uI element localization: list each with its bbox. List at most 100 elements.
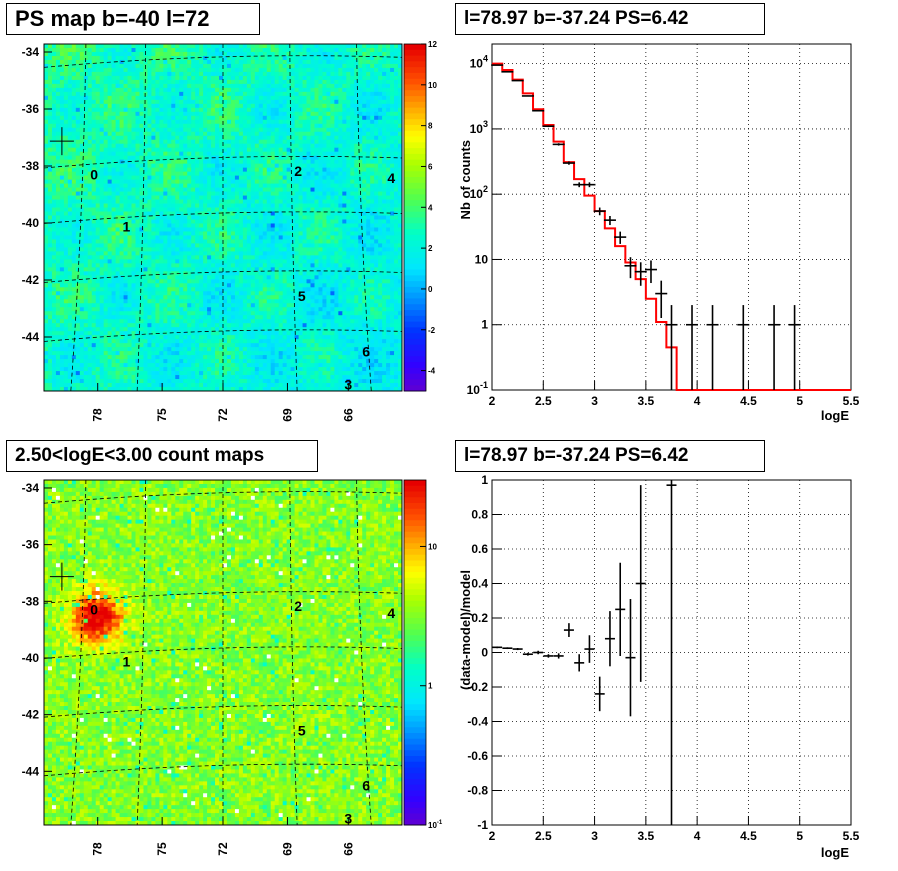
heatmap-cell	[394, 167, 399, 173]
heatmap-cell	[266, 75, 272, 81]
heatmap-cell	[143, 247, 148, 252]
heatmap-cell	[270, 187, 276, 192]
heatmap-cell	[294, 51, 299, 57]
heatmap-cell	[83, 139, 89, 145]
heatmap-cell	[215, 79, 220, 85]
heatmap-cell	[167, 44, 172, 49]
heatmap-cell	[326, 115, 331, 121]
heatmap-cell	[55, 111, 61, 117]
heatmap-cell	[139, 163, 144, 169]
heatmap-cell	[398, 139, 403, 145]
heatmap-cell	[318, 139, 323, 145]
heatmap-cell	[91, 79, 97, 85]
heatmap-cell	[226, 67, 232, 73]
heatmap-cell	[286, 123, 292, 129]
heatmap-cell	[47, 171, 53, 177]
heatmap-cell	[330, 239, 335, 244]
heatmap-cell	[67, 151, 73, 157]
heatmap-cell	[119, 227, 124, 232]
heatmap-cell	[63, 239, 69, 244]
heatmap-cell	[167, 75, 172, 81]
heatmap-cell	[274, 131, 280, 137]
heatmap-cell	[67, 199, 73, 204]
heatmap-cell	[151, 227, 156, 232]
heatmap-cell	[230, 251, 236, 256]
heatmap-cell	[219, 211, 224, 216]
heatmap-cell	[143, 127, 148, 133]
heatmap-cell	[75, 135, 81, 141]
heatmap-cell	[99, 247, 105, 252]
heatmap-cell	[386, 131, 391, 137]
heatmap-cell	[115, 255, 120, 260]
heatmap-cell	[199, 191, 204, 196]
heatmap-cell	[362, 247, 367, 252]
heatmap-cell	[346, 159, 351, 165]
heatmap-cell	[135, 187, 140, 192]
heatmap-cell	[91, 235, 97, 240]
heatmap-cell	[258, 171, 264, 177]
heatmap-cell	[207, 91, 212, 97]
heatmap-cell	[55, 191, 61, 196]
heatmap-cell	[230, 155, 236, 161]
heatmap-cell	[44, 151, 49, 157]
heatmap-cell	[167, 199, 172, 204]
heatmap-cell	[250, 83, 256, 89]
heatmap-cell	[234, 259, 240, 264]
heatmap-cell	[354, 131, 359, 137]
heatmap-cell	[63, 47, 69, 53]
heatmap-cell	[79, 203, 85, 208]
heatmap-cell	[242, 203, 248, 208]
heatmap-cell	[75, 51, 81, 57]
heatmap-cell	[234, 147, 240, 153]
heatmap-cell	[131, 83, 136, 89]
heatmap-cell	[211, 99, 216, 105]
heatmap-cell	[91, 239, 97, 244]
heatmap-cell	[314, 55, 319, 61]
heatmap-cell	[71, 75, 77, 81]
heatmap-cell	[266, 131, 272, 137]
heatmap-cell	[207, 139, 212, 145]
heatmap-cell	[266, 71, 272, 77]
heatmap-cell	[310, 131, 315, 137]
heatmap-cell	[155, 55, 160, 61]
heatmap-cell	[326, 95, 331, 101]
heatmap-cell	[378, 243, 383, 248]
heatmap-cell	[250, 131, 256, 137]
heatmap-cell	[183, 179, 188, 184]
heatmap-cell	[274, 111, 280, 117]
heatmap-cell	[63, 255, 69, 260]
heatmap-cell	[342, 127, 347, 133]
heatmap-cell	[278, 191, 284, 196]
heatmap-cell	[199, 47, 204, 53]
heatmap-cell	[378, 111, 383, 117]
heatmap-cell	[386, 179, 391, 184]
heatmap-cell	[75, 107, 81, 113]
heatmap-cell	[167, 179, 172, 184]
heatmap-cell	[286, 219, 292, 224]
heatmap-cell	[175, 207, 180, 212]
heatmap-cell	[326, 155, 331, 161]
heatmap-cell	[242, 139, 248, 145]
heatmap-cell	[127, 107, 132, 113]
heatmap-cell	[234, 247, 240, 252]
heatmap-cell	[346, 55, 351, 61]
heatmap-cell	[266, 79, 272, 85]
heatmap-cell	[71, 191, 77, 196]
heatmap-cell	[362, 79, 367, 85]
heatmap-cell	[67, 55, 73, 61]
heatmap-cell	[147, 215, 152, 220]
heatmap-cell	[71, 187, 77, 192]
heatmap-cell	[175, 247, 180, 252]
heatmap-cell	[270, 147, 276, 153]
heatmap-cell	[294, 127, 299, 133]
heatmap-cell	[207, 151, 212, 157]
heatmap-cell	[390, 115, 395, 121]
heatmap-cell	[91, 203, 97, 208]
heatmap-cell	[262, 95, 268, 101]
heatmap-cell	[119, 211, 124, 216]
heatmap-cell	[155, 44, 160, 49]
heatmap-cell	[71, 243, 77, 248]
heatmap-cell	[286, 51, 292, 57]
heatmap-cell	[207, 215, 212, 220]
heatmap-cell	[199, 203, 204, 208]
